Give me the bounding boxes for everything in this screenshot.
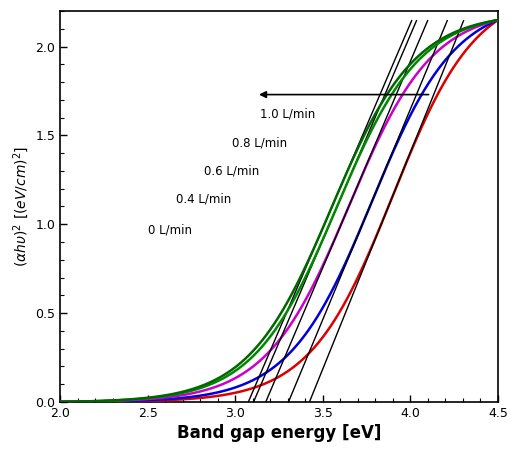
Text: 0.6 L/min: 0.6 L/min: [203, 164, 259, 178]
Text: 1.0 L/min: 1.0 L/min: [260, 108, 315, 120]
Text: 0 L/min: 0 L/min: [147, 223, 192, 236]
X-axis label: Band gap energy [eV]: Band gap energy [eV]: [177, 424, 381, 442]
Y-axis label: $(\alpha h\upsilon)^2\ [(eV/cm)^2]$: $(\alpha h\upsilon)^2\ [(eV/cm)^2]$: [11, 146, 31, 267]
Text: 0.8 L/min: 0.8 L/min: [231, 136, 287, 149]
Text: 0.4 L/min: 0.4 L/min: [175, 193, 231, 206]
